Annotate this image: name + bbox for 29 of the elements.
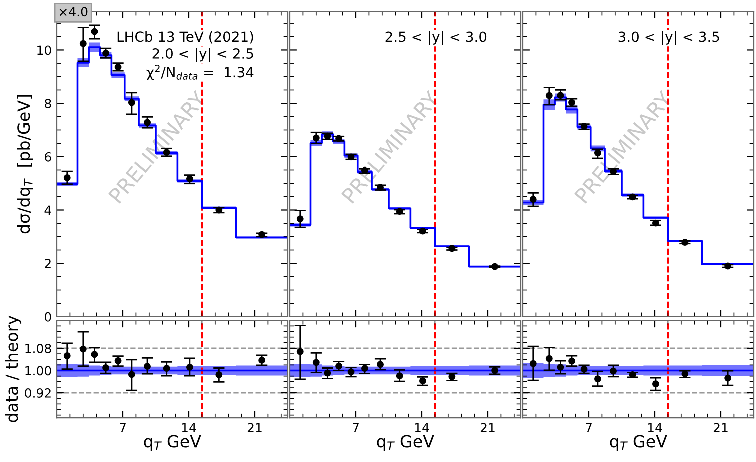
y-tick-label: 1.00: [26, 366, 52, 376]
annotation: ×4.0: [60, 7, 88, 17]
y-tick-label: 4: [44, 206, 52, 215]
x-tick-label: 14: [182, 423, 196, 432]
y-tick-label: 8: [45, 99, 52, 108]
y-tick-label: 0.92: [25, 388, 51, 398]
y-tick-label: 6: [45, 152, 52, 162]
x-axis-title: q$_{T}$ GeV: [144, 435, 202, 452]
annotation: 2.5 < |y| < 3.0: [386, 31, 487, 46]
y-tick-label: 2: [45, 259, 51, 268]
y-axis-title: dσ/dq$_{T}$ [pb/GeV]: [17, 95, 34, 234]
x-axis-title: q$_{T}$ GeV: [610, 435, 668, 452]
x-tick-label: 14: [415, 423, 430, 432]
y-tick-label: 0: [45, 312, 52, 322]
x-tick-label: 7: [120, 423, 126, 432]
x-tick-label: 21: [480, 423, 495, 432]
x-tick-label: 7: [586, 423, 592, 432]
annotation: χ$^{2}$/N$_{data}$ = 1.34: [146, 64, 254, 80]
y-axis-title: data / theory: [5, 316, 22, 422]
x-tick-label: 7: [353, 423, 359, 432]
y-tick-label: 10: [38, 46, 52, 56]
x-axis-title: q$_{T}$ GeV: [377, 435, 434, 452]
x-tick-label: 14: [648, 423, 662, 432]
x-tick-label: 21: [714, 423, 728, 432]
annotation: 3.0 < |y| < 3.5: [618, 31, 720, 46]
y-tick-label: 1.08: [26, 344, 52, 354]
annotation: 2.0 < |y| < 2.5: [152, 48, 254, 62]
annotation: LHCb 13 TeV (2021): [118, 31, 254, 44]
x-tick-label: 21: [248, 423, 262, 432]
